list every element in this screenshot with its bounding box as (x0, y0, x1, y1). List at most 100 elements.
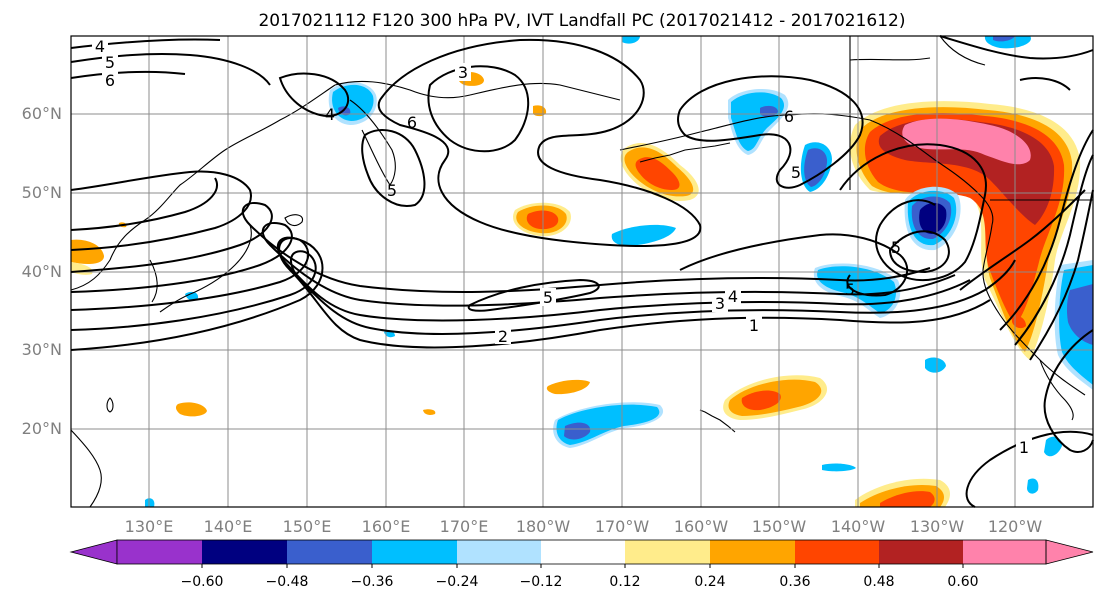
contour-gulf-outer (839, 143, 987, 282)
contour-label: 5 (845, 280, 855, 299)
contour-west-6 (70, 170, 252, 251)
contour-kam-4 (278, 72, 350, 117)
ivt-shading-negative (145, 36, 1093, 507)
contour-label: 1 (749, 316, 759, 335)
coast-asia-mainland (70, 84, 336, 291)
contour-jet-5 (70, 202, 931, 294)
contour-label: 3 (715, 294, 725, 313)
contour-label: 5 (543, 288, 553, 307)
coast-aleutians (639, 142, 731, 163)
lon-label: 130°W (910, 517, 965, 536)
contour-jet-3 (70, 236, 971, 322)
contour-label: 5 (791, 163, 801, 182)
coast-okhotsk-north (334, 80, 471, 99)
lon-label: 170°E (440, 517, 489, 536)
contour-east-jet (999, 129, 1094, 331)
contour-okhotsk-5 (361, 129, 426, 207)
contour-ne-top (939, 35, 1094, 60)
contour-se-1 (965, 430, 1094, 508)
shade-1055-light (1044, 436, 1062, 457)
shade-625-light (611, 224, 676, 246)
colorbar-tick-label: −0.60 (181, 574, 224, 590)
shade-815-mid (804, 148, 828, 187)
contour-jet-2 (70, 237, 991, 351)
lat-label: 50°N (22, 183, 62, 202)
shade-1000top-mid (993, 36, 1015, 42)
longitude-labels: 130°E 140°E 150°E 160°E 170°E 180°W 170°… (125, 517, 1043, 536)
lat-label: 40°N (22, 262, 62, 281)
map-title: 2017021112 F120 300 hPa PV, IVT Landfall… (258, 11, 905, 31)
colorbar-segment (963, 540, 1046, 564)
lat-label: 30°N (22, 340, 62, 359)
shade-625top-light (622, 36, 640, 44)
shade-145-light (145, 498, 155, 507)
contour-gulf-6 (888, 230, 950, 274)
lon-label: 120°W (988, 517, 1043, 536)
colorbar-segment (287, 540, 372, 564)
contour-jet-4 (70, 222, 956, 307)
colorbar-tick-label: 0.36 (779, 574, 810, 590)
lon-label: 150°W (752, 517, 807, 536)
shade-se-red (880, 491, 935, 507)
shade-westedge-orange (71, 239, 104, 264)
colorbar-tick-label: −0.12 (520, 574, 563, 590)
colorbar-tick-label: 0.12 (609, 574, 640, 590)
shade-20n-orange (175, 402, 207, 417)
coast-seak (869, 119, 994, 226)
contour-big-loop (377, 38, 702, 247)
lon-label: 140°E (204, 517, 253, 536)
colorbar-tick-label: 0.60 (947, 574, 978, 590)
latitude-labels: 60°N 50°N 40°N 30°N 20°N (22, 104, 62, 438)
contour-ne-4 (1019, 77, 1071, 91)
contour-label-group: 4 5 6 3 4 5 6 5 6 5 5 4 3 2 1 1 5 (92, 36, 1032, 457)
graticule (71, 36, 1093, 507)
coast-china-south (70, 429, 102, 508)
lat-label: 60°N (22, 104, 62, 123)
pv-contours (70, 35, 1094, 508)
colorbar-segment (710, 540, 795, 564)
contour-bering-3 (427, 65, 530, 153)
colorbar-ticks (201, 564, 964, 568)
colorbar-tick-label: 0.48 (863, 574, 894, 590)
contour-east-5 (1029, 189, 1094, 361)
contour-inner-5 (467, 278, 600, 312)
colorbar-segment (202, 540, 287, 564)
contour-east-4 (1014, 154, 1094, 346)
lon-label: 150°E (283, 517, 332, 536)
contour-label: 1 (1019, 438, 1029, 457)
colorbar-segment (625, 540, 710, 564)
contour-label: 4 (325, 105, 335, 124)
lon-label: 160°E (362, 517, 411, 536)
coast-alaska-west (469, 82, 621, 101)
colorbar-tick-label: −0.24 (436, 574, 479, 590)
shade-430-orange (423, 409, 436, 415)
map-panel: 4 5 6 3 4 5 6 5 6 5 5 4 3 2 1 1 5 (70, 35, 1094, 508)
contour-east-1 (959, 189, 1086, 291)
colorbar-segment (879, 540, 963, 564)
colorbar-segment (457, 540, 541, 564)
colorbar-tick-label: −0.36 (351, 574, 394, 590)
shade-935-light (925, 357, 946, 373)
colorbar-segment (372, 540, 457, 564)
shade-165-light (185, 291, 199, 301)
lon-label: 130°E (125, 517, 174, 536)
coast-taiwan (106, 397, 114, 413)
coast-kamchatka (349, 99, 396, 186)
coast-bc-us (982, 224, 1086, 396)
lon-label: 160°W (674, 517, 729, 536)
colorbar-segment (541, 540, 625, 564)
shade-low-navy (919, 202, 947, 234)
contour-north-6 (70, 70, 186, 79)
lat-label: 20°N (22, 419, 62, 438)
lon-label: 140°W (831, 517, 886, 536)
contour-se-trough (1043, 329, 1094, 453)
map-frame (70, 35, 1094, 508)
colorbar-tick-label: 0.24 (694, 574, 725, 590)
colorbar: −0.60 −0.48 −0.36 −0.24 −0.12 0.12 0.24 … (69, 539, 1094, 590)
colorbar-extend-high (1045, 539, 1094, 565)
shade-1030-light (1027, 478, 1039, 494)
colorbar-segment (117, 540, 202, 564)
colorbar-extend-low (69, 539, 118, 565)
contour-label: 4 (95, 37, 105, 56)
